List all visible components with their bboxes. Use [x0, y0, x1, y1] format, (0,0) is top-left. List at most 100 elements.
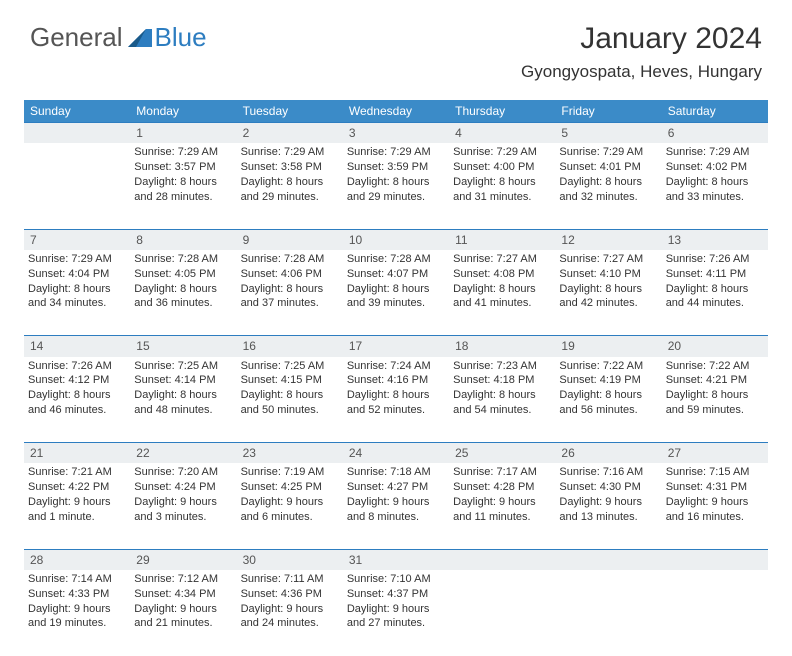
day-line: Sunrise: 7:29 AM — [559, 145, 657, 160]
day-line: Daylight: 9 hours — [347, 602, 445, 617]
day-line: Sunset: 4:19 PM — [559, 373, 657, 388]
day-line: and 39 minutes. — [347, 296, 445, 311]
day-number-cell: 25 — [449, 443, 555, 464]
title-block: January 2024 Gyongyospata, Heves, Hungar… — [521, 22, 762, 82]
day-number-cell: 14 — [24, 336, 130, 357]
day-line: Sunrise: 7:22 AM — [666, 359, 764, 374]
day-content-cell: Sunrise: 7:27 AMSunset: 4:08 PMDaylight:… — [449, 250, 555, 336]
day-line: and 31 minutes. — [453, 190, 551, 205]
day-line: Sunset: 4:10 PM — [559, 267, 657, 282]
day-line: and 13 minutes. — [559, 510, 657, 525]
day-header: Tuesday — [237, 100, 343, 123]
day-content-cell: Sunrise: 7:29 AMSunset: 3:59 PMDaylight:… — [343, 143, 449, 229]
day-line: Sunrise: 7:25 AM — [134, 359, 232, 374]
day-line: Daylight: 8 hours — [241, 175, 339, 190]
day-header: Saturday — [662, 100, 768, 123]
day-content-row: Sunrise: 7:26 AMSunset: 4:12 PM Daylight:… — [24, 357, 768, 443]
day-line: Sunset: 4:14 PM — [134, 373, 232, 388]
day-line: Sunset: 4:12 PM — [28, 373, 126, 388]
day-line: Sunset: 4:02 PM — [666, 160, 764, 175]
day-line: Sunrise: 7:26 AM — [28, 359, 126, 374]
day-line: Daylight: 8 hours — [347, 388, 445, 403]
day-content-cell: Sunrise: 7:29 AMSunset: 4:01 PMDaylight:… — [555, 143, 661, 229]
day-number-cell: 1 — [130, 123, 236, 144]
day-content-cell: Sunrise: 7:24 AMSunset: 4:16 PMDaylight:… — [343, 357, 449, 443]
day-line: Sunset: 4:30 PM — [559, 480, 657, 495]
day-line: Sunset: 4:06 PM — [241, 267, 339, 282]
day-line: and 48 minutes. — [134, 403, 232, 418]
day-line: Sunset: 3:59 PM — [347, 160, 445, 175]
day-line: Daylight: 8 hours — [559, 175, 657, 190]
day-line: Daylight: 8 hours — [241, 388, 339, 403]
day-content-cell: Sunrise: 7:12 AMSunset: 4:34 PMDaylight:… — [130, 570, 236, 656]
day-line: Sunset: 4:22 PM — [28, 480, 126, 495]
day-content-row: Sunrise: 7:29 AMSunset: 4:04 PMDaylight:… — [24, 250, 768, 336]
day-line: Sunrise: 7:17 AM — [453, 465, 551, 480]
day-content-cell: Sunrise: 7:25 AMSunset: 4:14 PMDaylight:… — [130, 357, 236, 443]
day-number-cell: 19 — [555, 336, 661, 357]
day-line: Daylight: 9 hours — [241, 602, 339, 617]
day-content-cell: Sunrise: 7:21 AMSunset: 4:22 PMDaylight:… — [24, 463, 130, 549]
day-line: Sunrise: 7:29 AM — [134, 145, 232, 160]
day-header-row: Sunday Monday Tuesday Wednesday Thursday… — [24, 100, 768, 123]
day-number-cell: 28 — [24, 549, 130, 570]
day-line: Sunrise: 7:15 AM — [666, 465, 764, 480]
day-number-cell: 22 — [130, 443, 236, 464]
day-number-cell: 3 — [343, 123, 449, 144]
day-content-cell: Sunrise: 7:23 AMSunset: 4:18 PMDaylight:… — [449, 357, 555, 443]
day-line: Daylight: 8 hours — [347, 175, 445, 190]
day-line: Sunrise: 7:11 AM — [241, 572, 339, 587]
day-number-cell: 2 — [237, 123, 343, 144]
day-number-row: 21222324252627 — [24, 443, 768, 464]
day-number-cell: 21 — [24, 443, 130, 464]
day-line: and 59 minutes. — [666, 403, 764, 418]
day-content-cell: Sunrise: 7:28 AMSunset: 4:05 PMDaylight:… — [130, 250, 236, 336]
day-line: Sunrise: 7:27 AM — [559, 252, 657, 267]
day-line: Daylight: 8 hours — [666, 388, 764, 403]
day-content-cell: Sunrise: 7:29 AMSunset: 4:04 PMDaylight:… — [24, 250, 130, 336]
day-line: Sunrise: 7:26 AM — [666, 252, 764, 267]
brand-text-blue: Blue — [155, 22, 207, 53]
day-line: Sunrise: 7:22 AM — [559, 359, 657, 374]
day-line: Sunset: 4:34 PM — [134, 587, 232, 602]
day-line: Sunrise: 7:18 AM — [347, 465, 445, 480]
day-content-cell: Sunrise: 7:16 AMSunset: 4:30 PMDaylight:… — [555, 463, 661, 549]
day-content-cell: Sunrise: 7:27 AMSunset: 4:10 PMDaylight:… — [555, 250, 661, 336]
day-line: Daylight: 9 hours — [347, 495, 445, 510]
day-line: Sunrise: 7:12 AM — [134, 572, 232, 587]
day-line: Daylight: 8 hours — [134, 388, 232, 403]
day-content-cell: Sunrise: 7:11 AMSunset: 4:36 PMDaylight:… — [237, 570, 343, 656]
day-line: and 11 minutes. — [453, 510, 551, 525]
day-number-cell: 4 — [449, 123, 555, 144]
day-line: and 29 minutes. — [347, 190, 445, 205]
day-line: and 54 minutes. — [453, 403, 551, 418]
day-line: Sunrise: 7:29 AM — [666, 145, 764, 160]
location-text: Gyongyospata, Heves, Hungary — [521, 62, 762, 82]
day-line: Daylight: 9 hours — [134, 602, 232, 617]
day-line: and 1 minute. — [28, 510, 126, 525]
day-number-cell: 20 — [662, 336, 768, 357]
day-line: Sunset: 4:21 PM — [666, 373, 764, 388]
day-line: Daylight: 8 hours — [666, 282, 764, 297]
day-number-cell: 16 — [237, 336, 343, 357]
day-number-cell: 24 — [343, 443, 449, 464]
day-content-cell: Sunrise: 7:18 AMSunset: 4:27 PMDaylight:… — [343, 463, 449, 549]
day-line: Daylight: 9 hours — [453, 495, 551, 510]
day-number-cell — [449, 549, 555, 570]
day-content-cell: Sunrise: 7:14 AMSunset: 4:33 PMDaylight:… — [24, 570, 130, 656]
day-line: Sunset: 4:15 PM — [241, 373, 339, 388]
day-line: Sunset: 4:25 PM — [241, 480, 339, 495]
day-number-cell: 15 — [130, 336, 236, 357]
day-line: and 19 minutes. — [28, 616, 126, 631]
day-content-cell: Sunrise: 7:28 AMSunset: 4:06 PMDaylight:… — [237, 250, 343, 336]
day-content-cell — [24, 143, 130, 229]
day-number-row: 123456 — [24, 123, 768, 144]
day-content-row: Sunrise: 7:14 AMSunset: 4:33 PMDaylight:… — [24, 570, 768, 656]
day-line: Sunset: 4:07 PM — [347, 267, 445, 282]
day-line: and 32 minutes. — [559, 190, 657, 205]
day-line: Sunset: 4:16 PM — [347, 373, 445, 388]
day-line: Daylight: 8 hours — [453, 388, 551, 403]
day-content-cell: Sunrise: 7:17 AMSunset: 4:28 PMDaylight:… — [449, 463, 555, 549]
brand-text-general: General — [30, 22, 123, 53]
day-content-cell: Sunrise: 7:26 AMSunset: 4:12 PMDaylight:… — [24, 357, 130, 443]
